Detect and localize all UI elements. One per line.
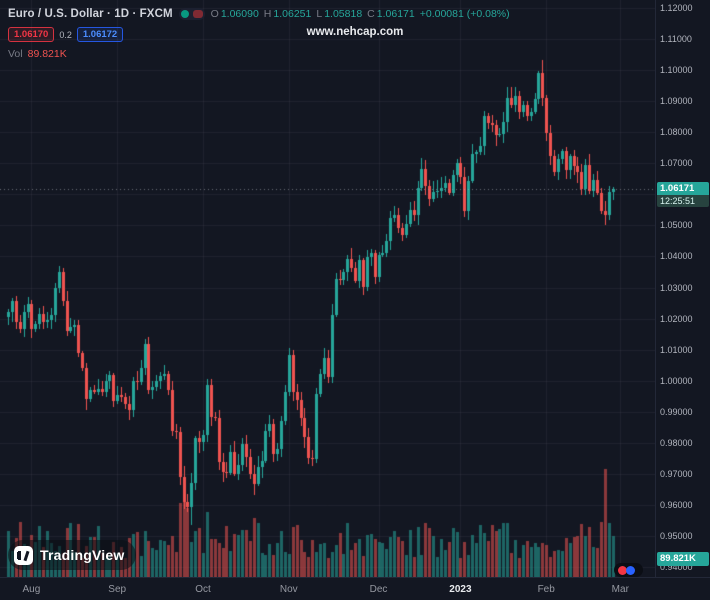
volume-label[interactable]: Vol [8, 48, 23, 60]
chart-legend: Euro / U.S. Dollar · 1D · FXCM O 1.06090 … [8, 6, 510, 60]
open-label: O [210, 8, 219, 20]
time-axis-label-oct: Oct [195, 584, 211, 595]
price-axis-label: 1.09000 [660, 96, 693, 107]
time-axis-label-aug: Aug [22, 584, 41, 595]
low-label: L [316, 8, 323, 20]
close-label: C [367, 8, 375, 20]
high-label: H [263, 8, 272, 20]
symbol-title[interactable]: Euro / U.S. Dollar · 1D · FXCM [8, 8, 173, 20]
open-value: 1.06090 [220, 8, 259, 20]
price-axis-label: 1.01000 [660, 344, 693, 355]
market-closed-dot-icon [192, 10, 203, 18]
price-axis-label: 0.96000 [660, 499, 693, 510]
price-axis-label: 0.99000 [660, 406, 693, 417]
sell-price-button[interactable]: 1.06170 [8, 27, 55, 42]
price-axis-label: 0.94000 [660, 562, 693, 572]
price-axis-label: 1.07000 [660, 158, 693, 169]
market-open-dot-icon [180, 10, 189, 18]
time-axis-label-mar: Mar [611, 584, 629, 595]
red-dot-icon [618, 565, 627, 575]
broker-account-pill[interactable] [614, 563, 643, 577]
last-price-badge: 1.06171 [657, 182, 709, 196]
price-axis-label: 0.98000 [660, 437, 693, 448]
spread-value: 0.2 [59, 29, 72, 40]
price-axis[interactable]: 0.94000 0.95000 0.96000 0.97000 0.98000 0.990… [655, 0, 710, 577]
price-axis-label: 1.02000 [660, 313, 693, 324]
tradingview-logo-text: TradingView [40, 547, 125, 563]
chart-canvas[interactable] [0, 0, 655, 577]
price-axis-label: 1.10000 [660, 65, 693, 76]
watermark-text: www.nehcap.com [306, 26, 404, 38]
high-value: 1.06251 [273, 8, 312, 20]
price-axis-label: 1.00000 [660, 375, 693, 386]
price-axis-label: 0.95000 [660, 530, 693, 541]
time-axis[interactable]: Aug Sep Oct Nov Dec 2023 Feb Mar [0, 577, 710, 600]
close-value: 1.06171 [376, 8, 415, 20]
price-axis-label: 1.04000 [660, 251, 693, 262]
time-axis-label-dec: Dec [369, 584, 388, 595]
volume-axis-badge: 89.821K [657, 552, 709, 566]
volume-value: 89.821K [27, 48, 67, 60]
price-axis-label: 1.03000 [660, 282, 693, 293]
tradingview-logo[interactable]: TradingView [8, 540, 137, 570]
price-axis-label: 1.12000 [660, 3, 693, 13]
buy-price-button[interactable]: 1.06172 [76, 27, 124, 42]
price-axis-label: 1.11000 [660, 34, 692, 45]
ohlc-readout: O 1.06090 H 1.06251 L 1.05818 C 1.06171 +0.0… [211, 8, 510, 20]
price-axis-label: 0.97000 [660, 468, 693, 479]
time-axis-label-nov: Nov [279, 584, 298, 595]
bar-countdown-badge: 12:25:51 [657, 195, 709, 208]
time-axis-label-sep: Sep [108, 584, 127, 595]
change-value: +0.00081 (+0.08%) [419, 8, 510, 20]
tradingview-logo-icon [14, 545, 33, 565]
time-axis-label-feb: Feb [537, 584, 555, 595]
price-axis-label: 1.05000 [660, 220, 693, 231]
low-value: 1.05818 [324, 8, 363, 20]
time-axis-label-2023: 2023 [449, 584, 472, 595]
price-axis-label: 1.08000 [660, 127, 693, 138]
blue-dot-icon [626, 565, 635, 575]
market-status-toggle[interactable] [178, 8, 205, 20]
